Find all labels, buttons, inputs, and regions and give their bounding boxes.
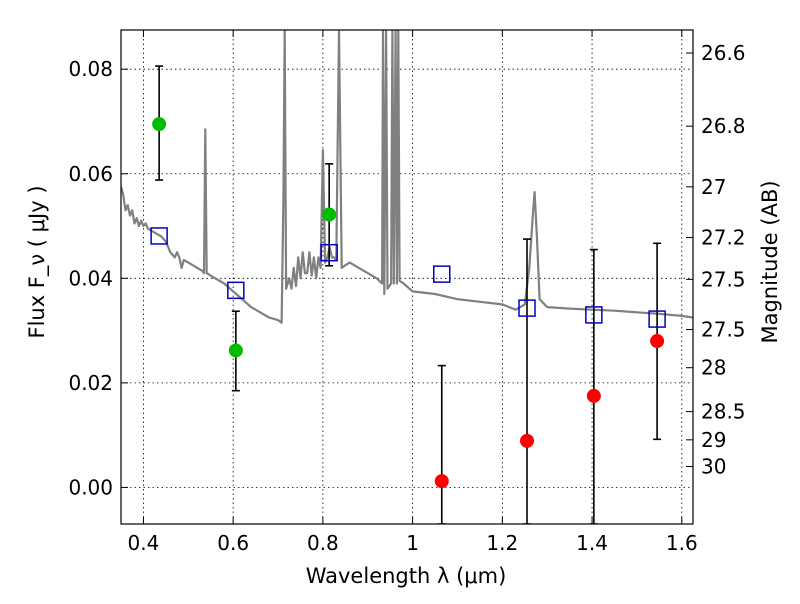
plot-frame [120, 29, 694, 525]
model-square-marker [150, 227, 168, 245]
plot-content [121, 30, 693, 524]
y2-tick-label: 28 [701, 356, 726, 380]
non-detection-point [434, 474, 449, 489]
model-square-marker [518, 299, 536, 317]
y2-tick-label: 29 [701, 428, 726, 452]
detection-point [152, 117, 167, 132]
y2-tick-label: 26.6 [701, 41, 746, 65]
y-tick-label: 0.00 [68, 475, 113, 499]
x-axis-label: Wavelength λ (μm) [306, 564, 507, 588]
model-square-marker [585, 306, 603, 324]
y2-tick-label: 28.5 [701, 400, 746, 424]
y2-tick-label: 27.5 [701, 267, 746, 291]
y2-axis-label: Magnitude (AB) [758, 180, 782, 343]
x-tick-label: 1.6 [666, 531, 698, 555]
x-tick-label: 1.2 [486, 531, 518, 555]
x-tick-label: 1.4 [576, 531, 608, 555]
y-tick-label: 0.06 [68, 162, 113, 186]
x-tick-label: 0.6 [217, 531, 249, 555]
x-tick-label: 0.4 [128, 531, 160, 555]
y2-tick-label: 27.5 [701, 318, 746, 342]
y-tick-label: 0.02 [68, 371, 113, 395]
y2-tick-label: 27.2 [701, 226, 746, 250]
model-square-marker [227, 281, 245, 300]
spectrum-line [121, 30, 693, 324]
detection-point [228, 343, 243, 358]
y2-tick-label: 30 [701, 454, 726, 478]
model-square-marker [648, 310, 666, 328]
y-tick-label: 0.04 [68, 266, 113, 290]
y-axis-label: Flux F_ν ( μJy ) [25, 185, 50, 338]
model-square-marker [320, 243, 338, 262]
axis-ticks [121, 30, 693, 524]
y-tick-label: 0.08 [68, 57, 113, 81]
x-tick-label: 0.8 [307, 531, 339, 555]
y2-tick-label: 26.8 [701, 114, 746, 138]
non-detection-point [650, 334, 665, 349]
non-detection-point [520, 433, 535, 448]
x-tick-label: 1 [406, 531, 419, 555]
model-square-marker [433, 265, 451, 283]
y2-tick-label: 27 [701, 175, 726, 199]
detection-point [322, 207, 337, 222]
tick-labels: 0.4 0.6 0.8 1 1.2 1.4 1.6 0.00 0.02 0.04 0.06 0.08 2… [68, 41, 745, 555]
non-detection-point [586, 388, 601, 403]
